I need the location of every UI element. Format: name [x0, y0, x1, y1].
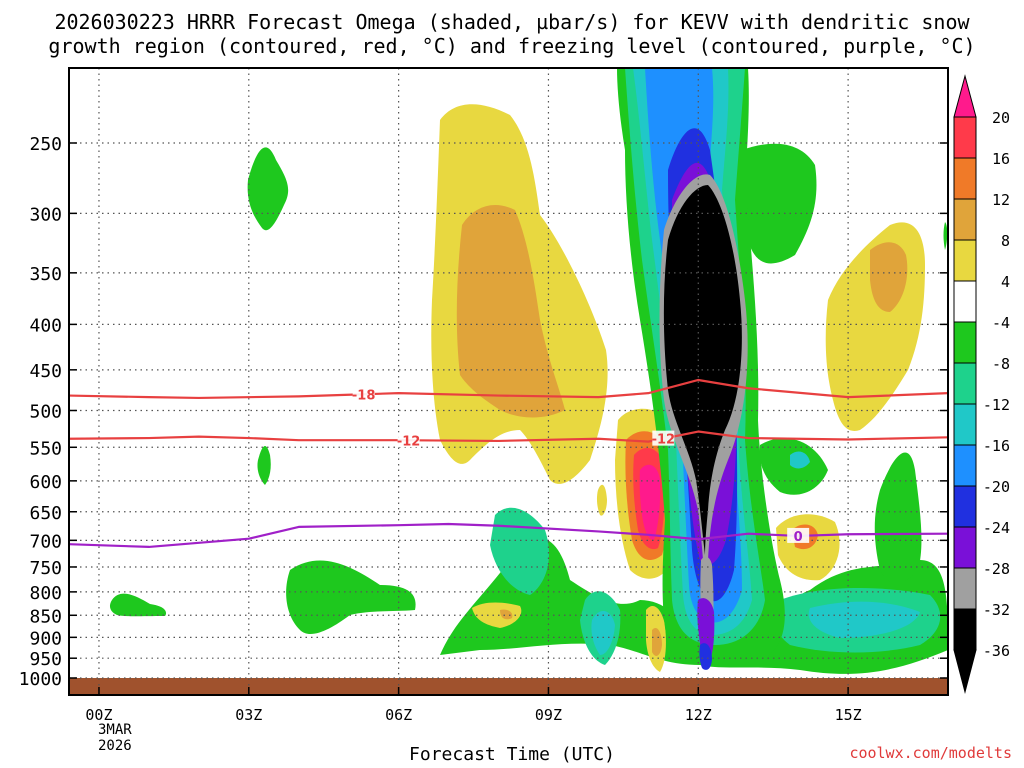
colorbar-tick-label--28: -28	[983, 560, 1010, 578]
contour-line--18	[68, 378, 949, 400]
omega-shade-yellow-small2	[472, 602, 522, 628]
x-tick-label-15Z: 15Z	[835, 706, 862, 724]
contour-label--18-0: -18	[352, 388, 376, 403]
y-tick-label-500: 500	[29, 402, 62, 423]
colorbar-tick-label-16: 16	[992, 150, 1010, 168]
x-tick-label-00Z: 00Z	[85, 706, 112, 724]
chart-title-line2: growth region (contoured, red, °C) and f…	[48, 34, 976, 58]
y-tick-label-400: 400	[29, 315, 62, 336]
colorbar-band--8--4	[953, 321, 977, 364]
omega-shade-teal-small	[790, 451, 810, 469]
x-axis: 00Z 03Z 06Z 09Z 12Z 15Z	[85, 687, 862, 724]
colorbar-band--20--16	[953, 444, 977, 487]
y-tick-label-550: 550	[29, 438, 62, 459]
omega-shade-green-upper	[247, 147, 289, 231]
date-label-day: 3MAR	[98, 722, 132, 738]
colorbar-tick-label--12: -12	[983, 396, 1010, 414]
contour-label-bg--12-1	[652, 430, 675, 446]
colorbar-band--12--8	[953, 362, 977, 405]
colorbar: 20 16 12 8 4 -4 -8 -12 -16 -20 -24 -28 -32 -36	[953, 74, 1010, 694]
colorbar-band-4-8	[953, 239, 977, 282]
colorbar-band-16-20	[953, 116, 977, 159]
contour-label--12-1: -12	[652, 433, 676, 448]
colorbar-tick-label--4: -4	[992, 314, 1010, 332]
y-tick-label-350: 350	[29, 264, 62, 285]
x-tick-label-06Z: 06Z	[385, 706, 412, 724]
colorbar-band--36--32	[953, 608, 977, 651]
colorbar-top-triangle	[953, 74, 977, 118]
colorbar-band-8-12	[953, 198, 977, 241]
y-tick-label-850: 850	[29, 606, 62, 627]
omega-shade-green-small1	[109, 593, 167, 617]
y-tick-label-1000: 1000	[19, 669, 62, 690]
colorbar-tick-label--36: -36	[983, 642, 1010, 660]
y-tick-label-450: 450	[29, 361, 62, 382]
x-tick-label-03Z: 03Z	[235, 706, 262, 724]
omega-field	[109, 68, 948, 674]
colorbar-bottom-triangle	[953, 649, 977, 694]
colorbar-band--32--28	[953, 567, 977, 610]
omega-shade-teal-1	[490, 507, 550, 595]
contour-line--12	[68, 430, 949, 443]
omega-shade-green-right-upper	[742, 143, 817, 264]
temperature-contours: -18 -12 -12 0	[68, 378, 949, 549]
omega-shade-yellow-small1	[596, 484, 607, 516]
contour-label-bg--12-0	[397, 432, 420, 448]
omega-shade-cyan-2	[591, 610, 615, 655]
omega-shade-green-mid	[257, 445, 271, 485]
y-tick-label-900: 900	[29, 628, 62, 649]
colorbar-tick-label--32: -32	[983, 601, 1010, 619]
chart-title-line1: 2026030223 HRRR Forecast Omega (shaded, …	[54, 10, 970, 34]
omega-shade-darkblue-stem	[699, 643, 712, 670]
contour-label-bg-0-0	[787, 527, 810, 543]
date-label-year: 2026	[98, 738, 132, 754]
omega-shade-orange-small3	[652, 627, 662, 656]
y-tick-label-750: 750	[29, 558, 62, 579]
omega-shade-green-edge	[943, 222, 948, 250]
contour-label-0-0: 0	[794, 530, 803, 545]
y-tick-label-300: 300	[29, 204, 62, 225]
omega-shade-magenta-desc	[639, 464, 661, 540]
colorbar-band--24--20	[953, 485, 977, 528]
x-axis-label: Forecast Time (UTC)	[409, 744, 615, 765]
colorbar-tick-label--24: -24	[983, 519, 1010, 537]
ground-band	[69, 678, 948, 695]
y-tick-label-250: 250	[29, 134, 62, 155]
y-tick-label-950: 950	[29, 649, 62, 670]
colorbar-band--4-4	[953, 280, 977, 323]
colorbar-band-12-16	[953, 157, 977, 200]
contour-label-bg--18-0	[352, 386, 375, 402]
contour-label--12-0: -12	[397, 434, 421, 449]
colorbar-tick-label--8: -8	[992, 355, 1010, 373]
x-tick-label-09Z: 09Z	[535, 706, 562, 724]
omega-shade-orange-right	[870, 242, 908, 312]
omega-shade-cyan-3	[808, 601, 920, 638]
colorbar-band--16--12	[953, 403, 977, 446]
x-tick-label-12Z: 12Z	[685, 706, 712, 724]
colorbar-tick-label-4: 4	[1001, 273, 1010, 291]
colorbar-tick-label--16: -16	[983, 437, 1010, 455]
y-tick-label-800: 800	[29, 583, 62, 604]
colorbar-tick-label-8: 8	[1001, 232, 1010, 250]
colorbar-tick-label-12: 12	[992, 191, 1010, 209]
omega-shade-green-left	[286, 560, 416, 635]
plot-frame	[68, 67, 949, 696]
y-tick-label-650: 650	[29, 503, 62, 524]
colorbar-tick-label--20: -20	[983, 478, 1010, 496]
credit-link[interactable]: coolwx.com/modelts	[849, 744, 1012, 762]
y-tick-label-600: 600	[29, 472, 62, 493]
y-tick-label-700: 700	[29, 531, 62, 552]
omega-shade-orange-small2	[500, 609, 513, 620]
date-label: 3MAR 2026	[98, 722, 132, 754]
colorbar-tick-label-20: 20	[992, 109, 1010, 127]
omega-shade-orange-upper	[456, 205, 565, 418]
colorbar-band--28--24	[953, 526, 977, 569]
omega-shade-green-right-lower	[874, 452, 922, 584]
y-axis: 2503003504004505005506006507007508008509…	[19, 134, 948, 690]
